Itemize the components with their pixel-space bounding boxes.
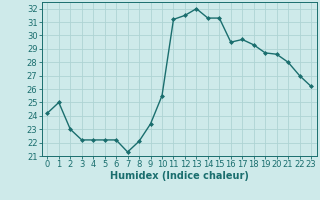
X-axis label: Humidex (Indice chaleur): Humidex (Indice chaleur) — [110, 171, 249, 181]
